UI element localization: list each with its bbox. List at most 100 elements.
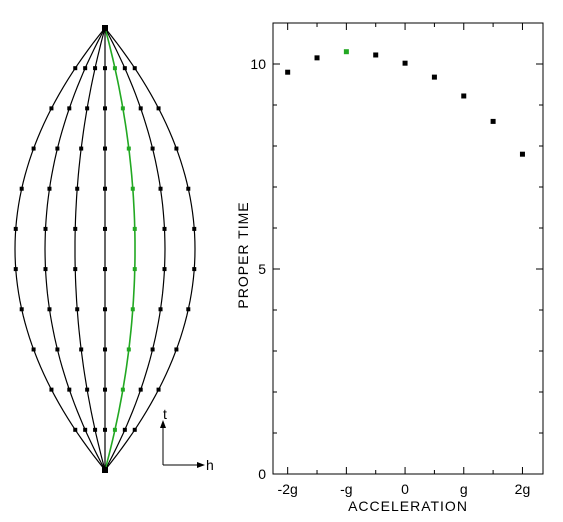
t-axis-label: t <box>163 406 167 422</box>
worldline-tick <box>13 267 18 272</box>
data-point <box>402 60 408 66</box>
data-point <box>519 151 525 157</box>
x-axis-title: ACCELERATION <box>348 498 468 514</box>
worldline-tick <box>158 307 163 312</box>
worldline-tick <box>112 427 117 432</box>
data-point <box>373 52 379 58</box>
worldline-tick <box>132 226 137 231</box>
worldline-tick <box>158 186 163 191</box>
worldline-tick <box>85 106 90 111</box>
worldline <box>74 27 106 471</box>
worldline-tick <box>192 267 197 272</box>
worldline-tick <box>120 106 125 111</box>
data-point <box>461 93 467 99</box>
worldline-tick <box>120 387 125 392</box>
worldline-tick <box>93 66 98 71</box>
data-point <box>314 55 320 61</box>
worldline-tick <box>186 186 191 191</box>
worldline-tick <box>67 106 72 111</box>
worldline <box>104 27 196 471</box>
worldline-tick <box>73 226 78 231</box>
worldline-tick <box>103 226 107 231</box>
worldline-tick <box>103 146 107 151</box>
worldline-highlighted <box>104 27 136 471</box>
y-tick-label: 0 <box>258 466 266 482</box>
worldline-tick <box>132 267 137 272</box>
worldline-tick <box>79 146 84 151</box>
data-point <box>285 69 291 75</box>
worldline-tick <box>85 387 90 392</box>
y-tick-label: 5 <box>258 261 266 277</box>
worldline-tick <box>55 146 60 151</box>
worldline-tick <box>150 347 155 352</box>
worldline-tick <box>150 146 155 151</box>
worldline-tick <box>43 267 48 272</box>
worldline-tick <box>174 347 179 352</box>
worldline <box>44 27 106 471</box>
y-tick-label: 10 <box>250 56 266 72</box>
worldline-tick <box>186 307 191 312</box>
worldline-tick <box>83 66 88 71</box>
data-points <box>285 49 525 157</box>
worldline-tick <box>126 146 131 151</box>
worldline-tick <box>162 226 167 231</box>
worldline-tick <box>73 267 78 272</box>
worldline-diagram <box>13 25 197 473</box>
worldline-tick <box>138 387 143 392</box>
h-axis-label: h <box>206 457 214 473</box>
axis-indicator: t h <box>160 406 214 473</box>
worldline-tick <box>162 267 167 272</box>
x-tick-label: -2g <box>278 481 298 497</box>
worldline <box>14 27 106 471</box>
worldline-tick <box>103 186 107 191</box>
x-tick-label: g <box>460 481 468 497</box>
y-axis-title: PROPER TIME <box>235 201 251 308</box>
worldline-tick <box>192 226 197 231</box>
worldline-tick <box>103 106 107 111</box>
worldline-tick <box>126 347 131 352</box>
plot-frame <box>272 22 544 475</box>
proper-time-chart: -2g -g 0 g 2g 0 5 10 ACCELERATION PROPER TIME <box>235 22 544 514</box>
worldline-tick <box>47 186 52 191</box>
worldline-tick <box>103 307 107 312</box>
worldline-tick <box>103 347 107 352</box>
worldline-tick <box>103 427 107 432</box>
x-tick-label: 2g <box>515 481 531 497</box>
worldline-tick <box>31 347 36 352</box>
data-point-highlighted <box>343 49 349 55</box>
worldline-tick <box>49 106 54 111</box>
worldline-tick <box>19 186 24 191</box>
worldline-tick <box>132 66 137 71</box>
worldline-tick <box>13 226 18 231</box>
worldline-tick <box>75 186 80 191</box>
y-ticks: 0 5 10 <box>250 22 543 482</box>
worldline-tick <box>174 146 179 151</box>
worldline-tick <box>79 347 84 352</box>
worldline-tick <box>43 226 48 231</box>
worldline-tick <box>138 106 143 111</box>
worldline-tick <box>67 387 72 392</box>
worldline-tick <box>103 387 107 392</box>
worldline-tick <box>47 307 52 312</box>
worldline-tick <box>83 427 88 432</box>
x-tick-label: -g <box>340 481 352 497</box>
worldline-tick <box>19 307 24 312</box>
worldline-tick <box>130 186 135 191</box>
worldline-tick <box>122 66 127 71</box>
worldline-tick <box>103 66 107 71</box>
worldline-tick <box>156 106 161 111</box>
worldline-tick <box>73 427 78 432</box>
worldline-tick <box>130 307 135 312</box>
event-bottom <box>102 467 108 473</box>
worldline-tick <box>156 387 161 392</box>
worldline-tick <box>122 427 127 432</box>
worldline-tick <box>49 387 54 392</box>
worldline-tick <box>75 307 80 312</box>
worldline-tick <box>93 427 98 432</box>
worldline-tick <box>31 146 36 151</box>
event-top <box>102 25 108 31</box>
x-ticks: -2g -g 0 g 2g <box>278 23 531 497</box>
data-point <box>431 74 437 80</box>
worldline <box>104 27 166 471</box>
